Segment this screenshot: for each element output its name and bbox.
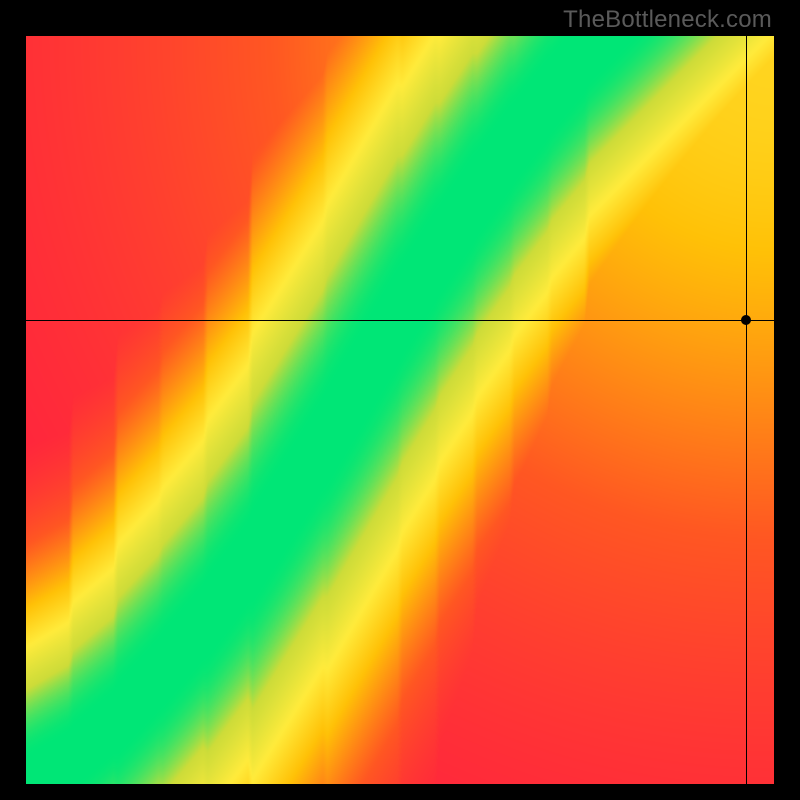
marker-dot [741,315,751,325]
watermark: TheBottleneck.com [563,6,772,34]
heatmap-canvas [26,36,774,784]
crosshair-horizontal [26,320,774,321]
crosshair-vertical [746,36,747,784]
heatmap-plot [26,36,774,784]
